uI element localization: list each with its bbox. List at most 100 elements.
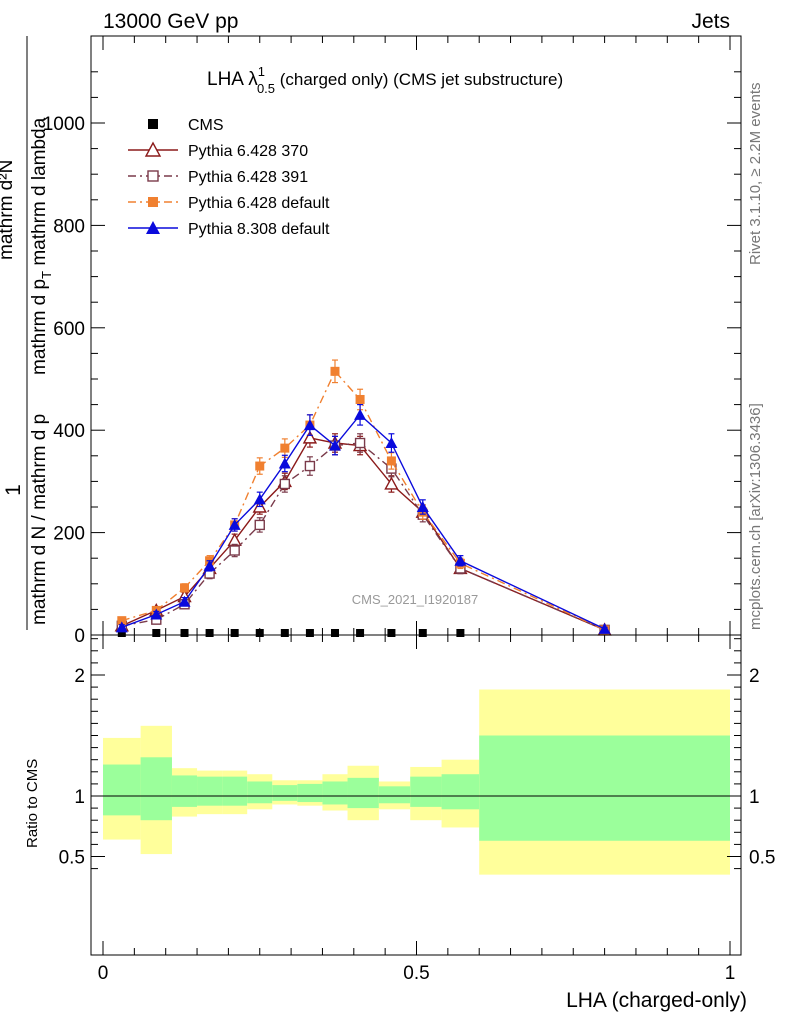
data-point: [456, 629, 465, 637]
y-tick-label: 200: [53, 524, 85, 545]
ratio-y-tick-label-right: 2: [749, 666, 760, 687]
chart-title-main: LHA λ: [207, 69, 258, 90]
legend-marker: [147, 170, 159, 182]
stat-uncertainty-band: [410, 776, 442, 807]
data-point: [203, 559, 216, 571]
ylabel-denominator: mathrm d N / mathrm d p: [29, 414, 50, 625]
legend-marker: [148, 197, 158, 207]
x-tick-label: 0: [98, 963, 109, 984]
legend-marker: [148, 119, 158, 129]
ylabel-den-rest: mathrm d lambda: [29, 117, 50, 271]
ratio-y-tick-label-left: 1: [74, 787, 85, 808]
ylabel-num-expr: mathrm d²N: [0, 160, 17, 260]
data-point: [280, 629, 289, 637]
main-y-tick-labels: 0 200 400 600 800 1000: [43, 114, 85, 647]
data-point: [302, 430, 318, 444]
legend-label: Pythia 6.428 370: [188, 143, 308, 160]
legend-label: Pythia 6.428 default: [188, 195, 330, 212]
series-4: [115, 404, 611, 634]
data-point: [416, 501, 429, 512]
data-point: [418, 629, 427, 637]
analysis-watermark: CMS_2021_I1920187: [352, 592, 479, 607]
data-point: [387, 629, 396, 637]
y-tick-label: 600: [53, 319, 85, 340]
ylabel-inner-numerator: mathrm d²N: [0, 160, 17, 260]
header-right: Jets: [691, 10, 730, 33]
data-point: [180, 583, 190, 593]
data-point: [384, 476, 399, 490]
legend-marker: [144, 141, 162, 157]
chart-title-sup: 1: [258, 64, 265, 79]
data-point: [255, 629, 264, 637]
data-point: [385, 437, 398, 448]
header-left: 13000 GeV pp: [103, 10, 238, 33]
mcplots-label: mcplots.cern.ch [arXiv:1306.3436]: [747, 403, 764, 630]
data-point: [280, 443, 290, 453]
data-point: [304, 460, 316, 472]
data-point: [227, 532, 242, 546]
data-point: [598, 622, 611, 634]
data-point: [328, 439, 341, 451]
chart-title-rest: (charged only) (CMS jet substructure): [275, 70, 563, 89]
legend-entry: Pythia 8.308 default: [128, 221, 330, 238]
ylabel-one: 1: [2, 484, 25, 496]
y-tick-label: 1000: [43, 114, 85, 135]
y-tick-label: 0: [74, 626, 85, 647]
data-point: [180, 629, 189, 637]
stat-uncertainty-band: [479, 735, 730, 841]
stat-uncertainty-band: [441, 774, 480, 810]
data-point: [228, 518, 241, 530]
data-point: [117, 616, 127, 626]
y-tick-label: 400: [53, 421, 85, 442]
x-tick-label: 1: [725, 963, 736, 984]
data-point: [152, 629, 161, 637]
data-point: [253, 493, 266, 505]
rivet-label: Rivet 3.1.10, ≥ 2.2M events: [747, 83, 764, 266]
legend-label: CMS: [188, 117, 224, 134]
data-point: [279, 478, 291, 490]
data-point: [354, 408, 367, 420]
legend-entry: Pythia 6.428 370: [128, 141, 308, 160]
ratio-y-tick-label-left: 2: [74, 666, 85, 687]
data-point: [255, 461, 265, 471]
ratio-y-label: Ratio to CMS: [24, 759, 41, 848]
stat-uncertainty-band: [378, 786, 411, 804]
data-point: [178, 595, 191, 607]
stat-uncertainty-band: [171, 775, 198, 807]
data-point: [354, 437, 366, 449]
data-point: [386, 456, 396, 466]
main-y-ticks: [91, 36, 741, 636]
data-point: [115, 621, 128, 633]
ratio-y-tick-label-right: 1: [749, 787, 760, 808]
ratio-y-tick-label-right: 0.5: [749, 848, 775, 869]
data-point: [254, 519, 265, 531]
data-point: [117, 629, 126, 637]
stat-uncertainty-band: [222, 776, 248, 806]
data-point: [454, 554, 467, 566]
ylabel-inner-denominator: mathrm d pT mathrm d lambda: [29, 117, 54, 375]
ratio-bands: [103, 689, 730, 875]
ratio-panel: 0.5 0.5 1 1 2 2 0 0.5 1 Ratio to CMS LHA (charge…: [24, 634, 776, 1012]
chart-title: LHA λ1 0.5 (charged only) (CMS jet substr…: [207, 64, 563, 96]
legend-label: Pythia 6.428 391: [188, 169, 308, 186]
ratio-ticks: [91, 635, 741, 955]
stat-uncertainty-band: [297, 783, 323, 803]
data-point: [305, 629, 314, 637]
legend-entry: CMS: [148, 117, 224, 134]
stat-uncertainty-band: [197, 776, 223, 806]
main-y-axis-label: 1 mathrm d N / mathrm d p mathrm d²N mat…: [0, 36, 54, 630]
main-series: [114, 359, 612, 637]
ratio-tick-labels: 0.5 0.5 1 1 2 2 0 0.5 1: [59, 666, 776, 984]
stat-uncertainty-band: [272, 785, 298, 801]
stat-uncertainty-band: [103, 764, 141, 816]
legend: CMS Pythia 6.428 370 Pythia 6.428 391 Pythi…: [128, 117, 330, 238]
legend-entry: Pythia 6.428 default: [128, 195, 330, 212]
ratio-y-tick-label-left: 0.5: [59, 848, 85, 869]
stat-uncertainty-band: [247, 781, 273, 804]
data-point: [355, 394, 365, 404]
data-point: [150, 608, 163, 620]
legend-entry: Pythia 6.428 391: [128, 169, 308, 186]
ylabel-den-sub: T: [39, 271, 54, 279]
